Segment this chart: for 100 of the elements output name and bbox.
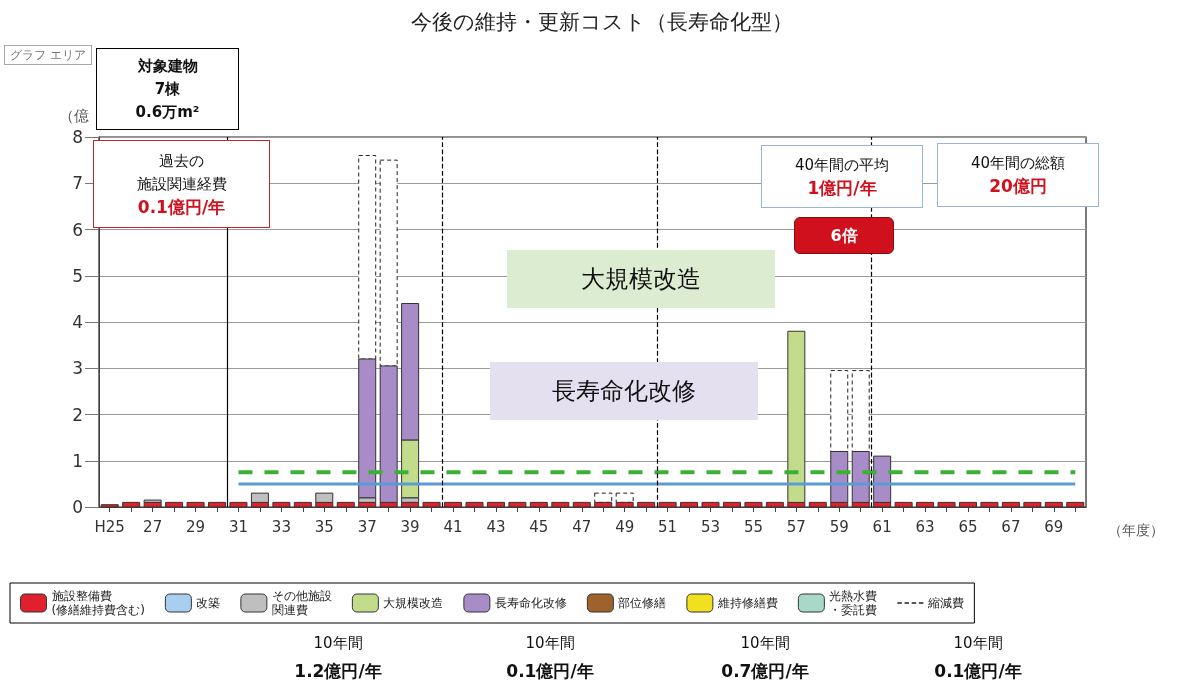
bar — [293, 501, 312, 508]
table-cell-text: 10年間 1.2億円/年 — [293, 633, 383, 683]
bar — [830, 370, 849, 452]
bar — [486, 501, 505, 508]
legend-label: 施設整備費(修繕維持費含む) — [51, 589, 145, 617]
x-tick-label: 55 — [743, 517, 763, 536]
label-box: 長寿命化改修 — [490, 362, 758, 420]
bar — [615, 492, 634, 503]
note-box: 過去の 施設関連経費 0.1億円/年 — [93, 140, 270, 228]
x-tick-label: 31 — [228, 517, 249, 536]
bar — [336, 501, 355, 508]
annotation: 0.1億円/年 — [137, 195, 226, 219]
bar — [444, 501, 463, 508]
bar — [808, 501, 827, 508]
legend-label: 光熱水費・委託費 — [829, 589, 878, 617]
x-tick-label: 65 — [958, 517, 978, 536]
legend-label: 部位修繕 — [618, 596, 667, 610]
x-tick-label: 33 — [271, 517, 291, 536]
legend-label: 維持修繕費 — [716, 596, 778, 610]
bar — [722, 501, 741, 508]
bar — [358, 155, 377, 360]
bar — [186, 501, 205, 508]
bar — [229, 501, 248, 508]
x-tick-label: 61 — [872, 517, 892, 536]
bar — [680, 501, 699, 508]
annotation: 20億円 — [989, 175, 1047, 198]
table-cell-text: 10年間 0.1億円/年 — [505, 633, 595, 683]
bar — [1066, 501, 1085, 508]
bar — [358, 501, 377, 508]
legend-label: 大規模改造 — [383, 596, 444, 610]
y-tick-label: 0 — [72, 497, 83, 517]
x-tick-label: 45 — [529, 517, 549, 536]
x-tick-label: 29 — [186, 517, 206, 536]
legend-label: その他施設関連費 — [271, 589, 332, 617]
x-tick-label: 39 — [400, 517, 420, 536]
note-box: 40年間の総額 20億円 — [937, 143, 1099, 207]
y-tick-label: 2 — [72, 404, 83, 425]
bar — [508, 501, 527, 508]
x-tick-label: 59 — [829, 517, 849, 536]
bar — [165, 501, 184, 508]
bar — [765, 501, 784, 508]
y-tick-label: 6 — [72, 219, 83, 240]
bar — [1001, 501, 1020, 508]
x-tick-label: 43 — [486, 517, 506, 536]
bar — [594, 492, 613, 503]
annotation: 6倍 — [830, 224, 858, 247]
bar — [637, 501, 656, 508]
bar — [358, 358, 377, 499]
bar — [465, 501, 484, 508]
x-tick-label: 63 — [915, 517, 935, 536]
bar — [594, 501, 613, 508]
annotation: 40年間の平均 — [794, 154, 890, 176]
annotation: 40年間の総額 — [970, 153, 1066, 174]
y-axis-title: （億 — [59, 106, 89, 125]
x-tick-label: 51 — [658, 517, 678, 536]
annotation: 長寿命化改修 — [552, 376, 696, 407]
bar — [744, 501, 763, 508]
x-tick-label: 49 — [615, 517, 635, 536]
legend-label: 長寿命化改修 — [494, 596, 567, 610]
x-tick-label: 53 — [700, 517, 721, 536]
y-tick-label: 8 — [72, 127, 83, 147]
legend-label: 改築 — [196, 596, 221, 610]
bar — [1044, 501, 1063, 508]
legend-label: 縮減費 — [927, 596, 965, 610]
bar — [916, 501, 935, 508]
y-tick-label: 5 — [72, 265, 83, 286]
bar — [851, 370, 870, 452]
annotation: 1億円/年 — [807, 176, 877, 200]
x-tick-label: 27 — [143, 517, 163, 536]
bar — [615, 501, 634, 508]
bar — [937, 501, 956, 508]
bar — [529, 501, 548, 508]
annotation: 過去の — [159, 150, 204, 172]
bar — [100, 504, 119, 508]
bar — [379, 159, 398, 367]
y-tick-label: 4 — [72, 312, 83, 332]
x-tick-label: H25 — [94, 517, 125, 536]
x-tick-label: 35 — [314, 517, 334, 536]
bar — [143, 501, 162, 508]
y-tick-label: 1 — [72, 450, 83, 471]
bar — [701, 501, 720, 508]
y-tick-label: 7 — [72, 173, 83, 194]
x-tick-label: 57 — [786, 517, 806, 536]
bar — [551, 501, 570, 508]
bar — [401, 501, 420, 508]
bar — [658, 501, 677, 508]
bar — [122, 501, 141, 508]
chart-title: 今後の維持・更新コスト（長寿命化型） — [410, 9, 793, 34]
annotation: 施設関連経費 — [136, 173, 227, 195]
label-box: 大規模改造 — [507, 250, 775, 308]
x-tick-label: 37 — [357, 517, 377, 536]
annotation: 大規模改造 — [581, 264, 701, 295]
bar — [572, 501, 591, 508]
note-box: 対象建物 7棟 0.6万m² — [96, 48, 239, 130]
x-axis-title: （年度） — [1108, 522, 1164, 538]
y-tick-label: 3 — [72, 358, 83, 379]
x-tick-label: 67 — [1001, 517, 1021, 536]
bar — [272, 501, 291, 508]
bar — [958, 501, 977, 508]
x-tick-label: 69 — [1044, 517, 1064, 536]
